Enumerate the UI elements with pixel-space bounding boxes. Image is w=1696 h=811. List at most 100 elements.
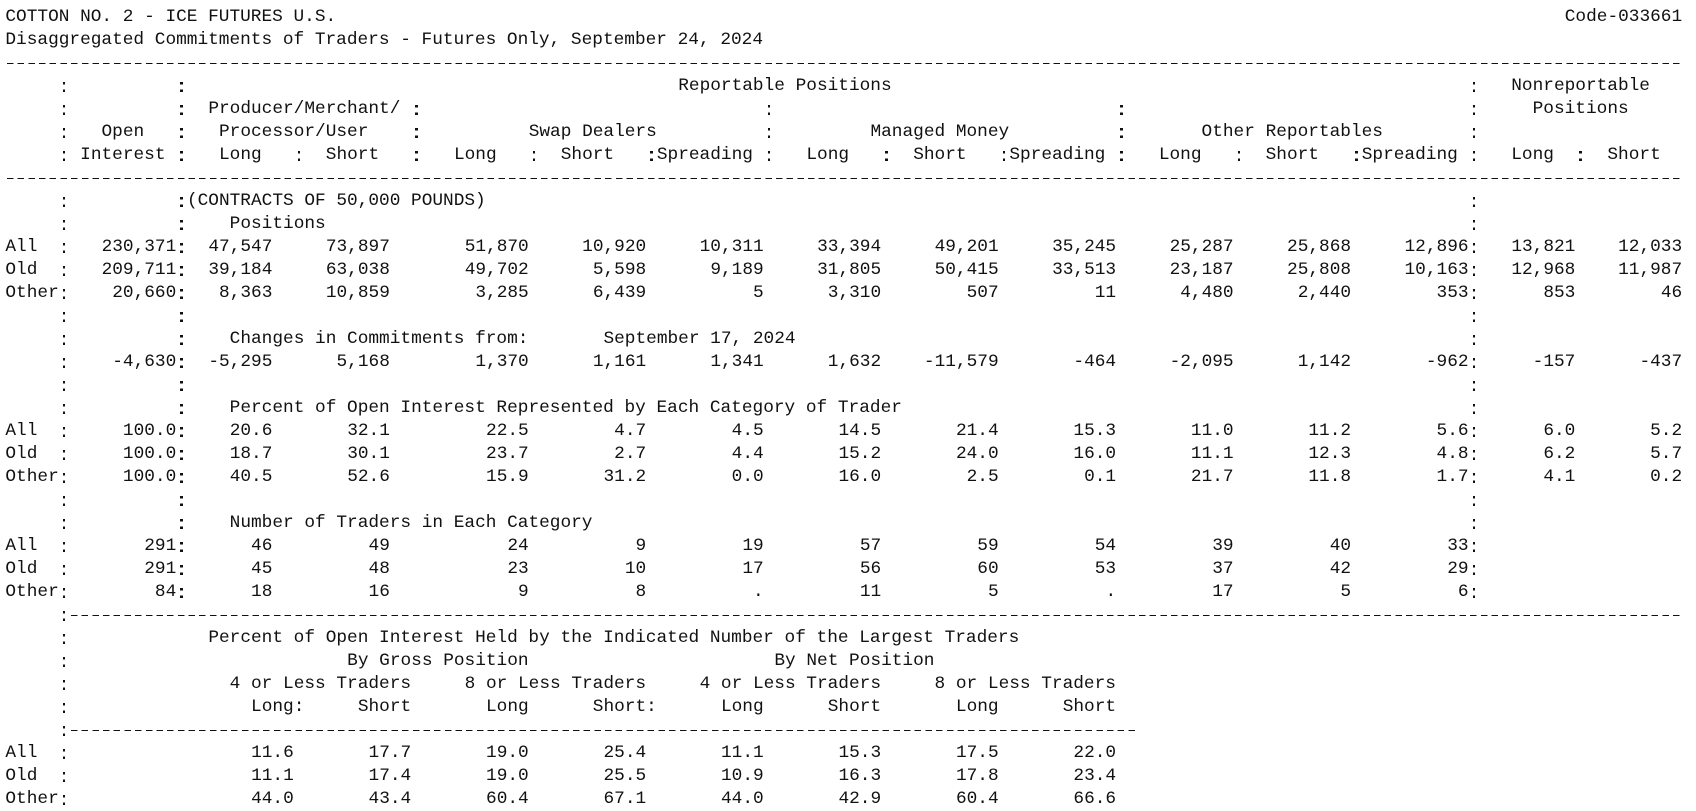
cell: 16.0 — [1073, 443, 1117, 464]
cell: 9,189 — [710, 259, 764, 280]
cell: 5 — [987, 581, 999, 602]
separator — [1472, 105, 1476, 116]
cell: 25.5 — [603, 765, 647, 786]
column-label: Spreading — [656, 144, 753, 165]
column-group: Swap Dealers — [528, 121, 657, 142]
cell: 5 — [1340, 581, 1352, 602]
row-label: All — [5, 742, 38, 763]
separator — [62, 243, 66, 254]
row-label: Other — [5, 466, 59, 487]
cell: 46 — [251, 535, 273, 556]
cell: 73,897 — [325, 236, 390, 257]
column-label: Long — [453, 144, 497, 165]
cell: 8,363 — [219, 282, 273, 303]
separator — [650, 151, 653, 162]
separator — [62, 151, 66, 162]
column-label: Long — [720, 696, 764, 717]
column-label: Open — [101, 121, 145, 142]
report-code: Code-033661 — [1564, 6, 1683, 27]
cell: 49,201 — [934, 236, 999, 257]
cell: 230,371 — [101, 236, 177, 257]
cell: 23,187 — [1169, 259, 1234, 280]
separator — [180, 197, 183, 208]
separator — [1472, 358, 1476, 369]
cell: 17.4 — [368, 765, 412, 786]
row-label: Other — [5, 581, 59, 602]
cell: 19.0 — [486, 765, 529, 786]
cell: 16 — [368, 581, 390, 602]
column-label: Short — [827, 696, 882, 717]
cell: 3,285 — [475, 282, 529, 303]
column-label: Short: — [592, 696, 657, 717]
cell: 31,805 — [817, 259, 882, 280]
separator — [1472, 243, 1476, 254]
column-label: Short — [1062, 696, 1117, 717]
separator — [767, 128, 771, 139]
cell: 1.7 — [1436, 466, 1469, 487]
column-label: Short — [325, 144, 380, 165]
cell: 49,702 — [464, 259, 529, 280]
cell: 39,184 — [208, 259, 273, 280]
cell: 30.1 — [347, 443, 390, 464]
cell: 37 — [1212, 558, 1234, 579]
cell: 1,142 — [1297, 351, 1352, 372]
cell: 11 — [1094, 282, 1117, 303]
cell: 19.0 — [486, 742, 529, 763]
cell: 13,821 — [1511, 236, 1576, 257]
separator — [62, 335, 66, 346]
cell: 45 — [251, 558, 273, 579]
cell: 22.5 — [486, 420, 529, 441]
row-label: Old — [5, 443, 38, 464]
separator — [62, 749, 66, 760]
cell: 21.7 — [1190, 466, 1234, 487]
cell: 10.9 — [720, 765, 764, 786]
separator — [1472, 128, 1476, 139]
cell: 47,547 — [208, 236, 273, 257]
column-label: Interest — [80, 144, 166, 165]
separator — [180, 565, 183, 576]
separator — [1472, 289, 1476, 300]
column-label: Spreading — [1009, 144, 1106, 165]
section-date: September 17, 2024 — [603, 328, 796, 349]
column-group: By Gross Position — [347, 650, 529, 671]
cell: 84 — [154, 581, 177, 602]
separator — [62, 266, 66, 277]
cell: 17.7 — [368, 742, 412, 763]
cell: 16.3 — [838, 765, 882, 786]
section-title: Positions — [229, 213, 326, 234]
cell: 42 — [1329, 558, 1352, 579]
row-label: All — [5, 535, 38, 556]
cell: -437 — [1639, 351, 1683, 372]
cell: 4.5 — [731, 420, 764, 441]
cell: 11.1 — [1190, 443, 1234, 464]
report-subtitle: Disaggregated Commitments of Traders - F… — [5, 29, 763, 50]
separator — [1472, 82, 1476, 93]
separator — [1472, 312, 1476, 323]
separator — [62, 197, 66, 208]
cell: 46 — [1660, 282, 1683, 303]
cell: 19 — [742, 535, 764, 556]
separator — [180, 473, 183, 484]
cell: 53 — [1094, 558, 1117, 579]
cell: 12.3 — [1308, 443, 1352, 464]
cell: 17.8 — [955, 765, 999, 786]
separator — [180, 450, 183, 461]
cell: 5.2 — [1650, 420, 1683, 441]
separator — [62, 381, 66, 392]
separator — [180, 588, 183, 599]
cell: 11.1 — [720, 742, 764, 763]
separator — [62, 519, 66, 530]
separator — [62, 82, 66, 93]
separator — [62, 703, 66, 714]
rule — [7, 177, 1683, 180]
cell: 11.0 — [1190, 420, 1234, 441]
column-label: Long — [1511, 144, 1554, 165]
separator — [1472, 220, 1476, 231]
separator — [62, 611, 66, 622]
cell: 1,161 — [592, 351, 647, 372]
cell: 31.2 — [603, 466, 647, 487]
separator — [62, 726, 66, 737]
column-group: Nonreportable — [1511, 75, 1650, 96]
cell: 15.9 — [486, 466, 529, 487]
cell: 5,168 — [336, 351, 390, 372]
